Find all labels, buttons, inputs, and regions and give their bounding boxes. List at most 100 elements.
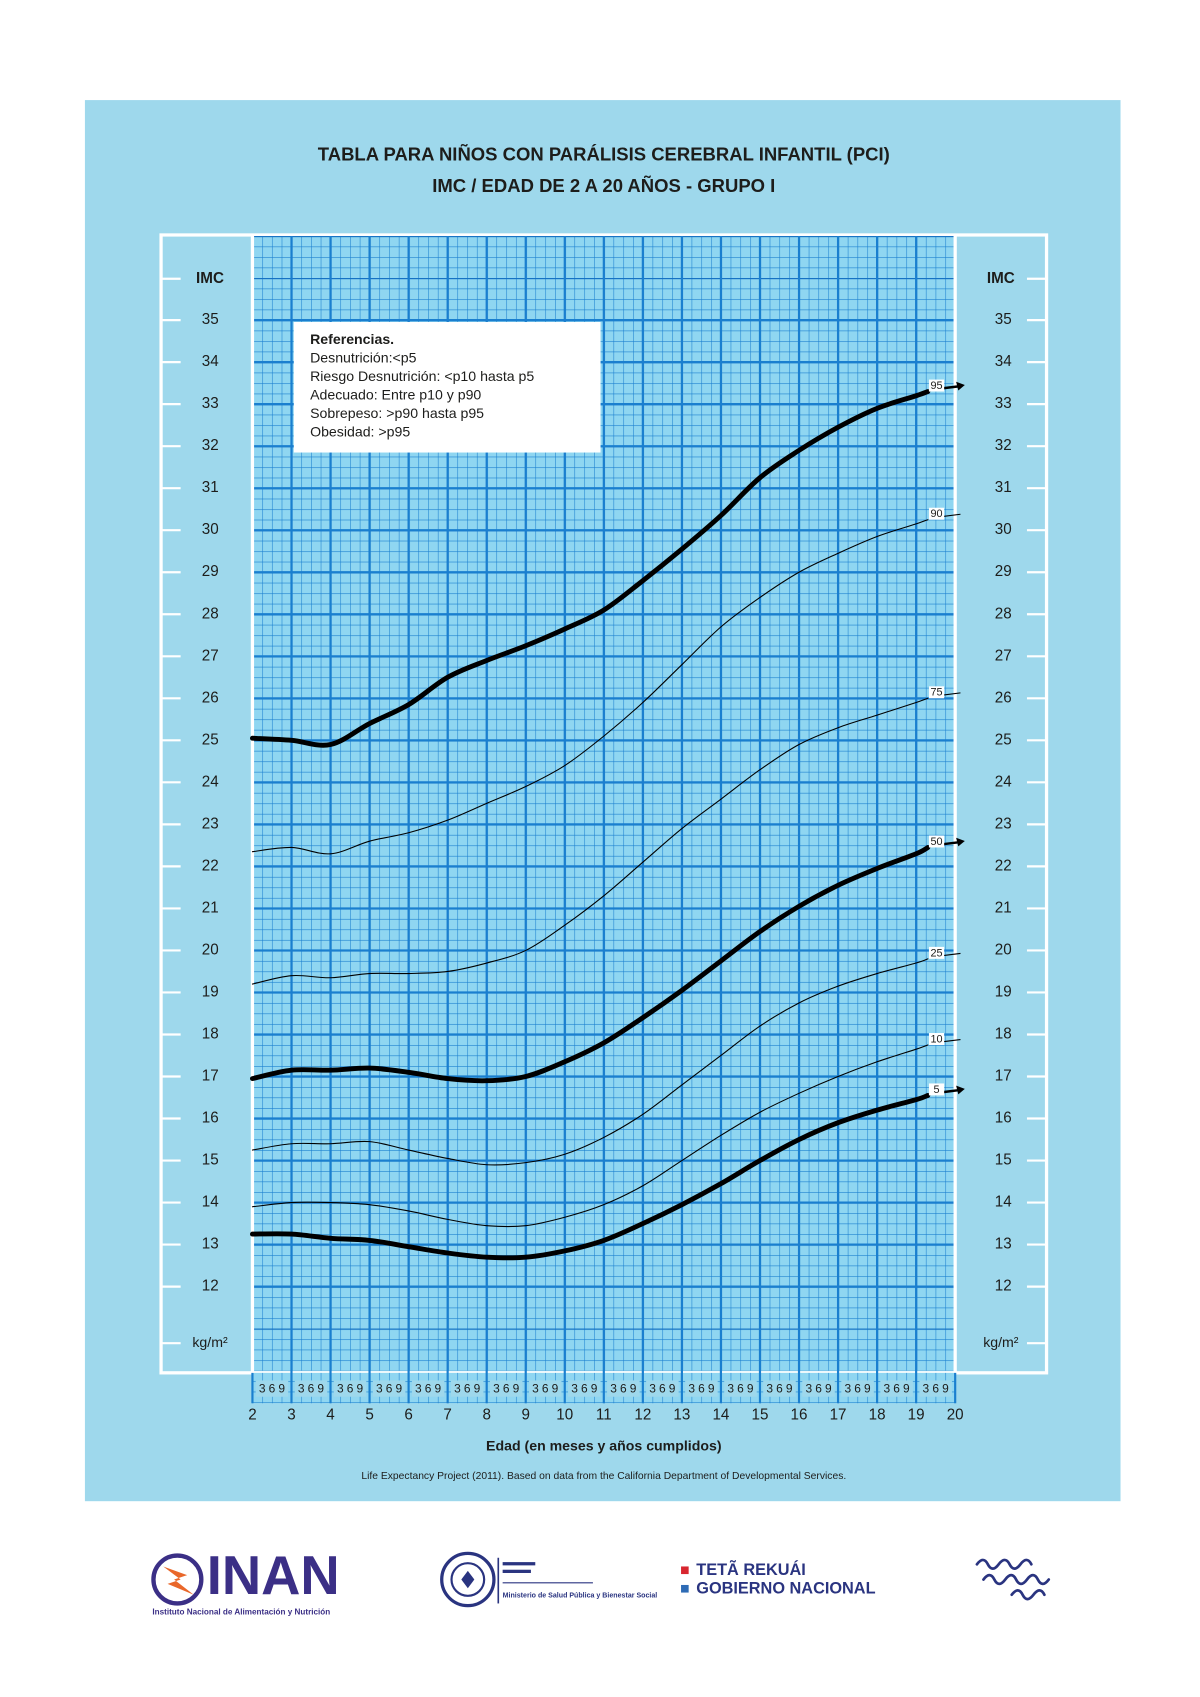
x-axis-label: Edad (en meses y años cumplidos)	[486, 1438, 721, 1454]
month-tick-label: 3	[610, 1381, 617, 1395]
curve-arrow	[956, 1085, 965, 1095]
reference-line: Adecuado: Entre p10 y p90	[310, 387, 481, 403]
month-label-bg	[724, 1380, 757, 1397]
script-stroke	[975, 1558, 1033, 1570]
month-tick-label: 9	[786, 1381, 793, 1395]
x-tick-label: 19	[908, 1406, 925, 1423]
month-tick-label: 3	[649, 1381, 656, 1395]
month-tick-label: 6	[308, 1381, 315, 1395]
month-label-bg	[880, 1380, 913, 1397]
month-label-bg	[646, 1380, 679, 1397]
y-tick-label: 24	[995, 773, 1012, 790]
month-tick-label: 9	[630, 1381, 637, 1395]
seal-inner	[450, 1562, 486, 1597]
y-tick-label: 26	[995, 689, 1012, 706]
month-tick-label: 9	[747, 1381, 754, 1395]
curve-label: 75	[931, 687, 943, 699]
percentile-curve	[251, 958, 929, 1166]
month-tick-label: 6	[503, 1381, 510, 1395]
month-tick-label: 9	[278, 1381, 285, 1395]
curve-label-bg	[928, 686, 945, 699]
curve-arrow	[956, 381, 965, 391]
percentile-curve	[249, 1092, 931, 1261]
month-tick-label: 9	[942, 1381, 949, 1395]
ministry-logo: Ministerio de Salud Pública y Bienestar …	[440, 1551, 658, 1608]
script-stroke	[982, 1573, 1051, 1586]
month-label-bg	[255, 1380, 289, 1397]
script-stroke	[1010, 1589, 1046, 1601]
month-tick-label: 9	[552, 1381, 559, 1395]
month-tick-label: 3	[415, 1381, 422, 1395]
month-tick-label: 9	[669, 1381, 676, 1395]
references-title: Referencias.	[310, 331, 394, 347]
month-tick-label: 3	[688, 1381, 695, 1395]
y-tick-label: 20	[202, 941, 219, 958]
month-tick-label: 9	[591, 1381, 598, 1395]
red-square	[681, 1566, 689, 1575]
percentile-curve	[251, 1044, 929, 1228]
month-label-bg	[607, 1380, 640, 1397]
curve-label: 95	[931, 380, 943, 392]
month-label-bg	[763, 1380, 796, 1397]
month-tick-label: 9	[317, 1381, 324, 1395]
chart-subtitle: IMC / EDAD DE 2 A 20 AÑOS - GRUPO I	[432, 175, 775, 196]
percentile-curve	[249, 845, 931, 1084]
month-tick-label: 3	[259, 1381, 266, 1395]
y-tick-label: 15	[995, 1152, 1012, 1169]
x-tick-label: 14	[712, 1406, 729, 1423]
y-tick-label: 34	[202, 353, 219, 370]
y-axis-unit: kg/m²	[192, 1334, 228, 1350]
tiny-text	[502, 1569, 531, 1573]
x-tick-label: 6	[404, 1406, 412, 1423]
month-tick-label: 6	[542, 1381, 549, 1395]
references-box	[293, 321, 601, 453]
y-tick-label: 13	[202, 1236, 219, 1253]
y-tick-label: 27	[202, 647, 219, 664]
y-tick-label: 17	[202, 1068, 219, 1085]
y-tick-label: 22	[202, 857, 219, 874]
x-tick-label: 17	[830, 1406, 847, 1423]
x-tick-label: 5	[365, 1406, 373, 1423]
y-tick-label: 32	[995, 437, 1012, 454]
month-label-bg	[450, 1380, 484, 1397]
month-tick-label: 3	[766, 1381, 773, 1395]
curve-label: 50	[931, 836, 943, 848]
curve-label: 10	[931, 1033, 943, 1045]
chart-title: TABLA PARA NIÑOS CON PARÁLISIS CEREBRAL …	[318, 143, 890, 164]
y-tick-label: 31	[202, 479, 219, 496]
tiny-text	[502, 1562, 536, 1566]
government-logo: TETÃ REKUÁI GOBIERNO NACIONAL	[681, 1559, 876, 1598]
y-tick-label: 29	[202, 563, 219, 580]
y-tick-label: 30	[202, 521, 219, 538]
x-tick-label: 2	[248, 1406, 256, 1423]
x-tick-label: 9	[521, 1406, 529, 1423]
month-label-bg	[568, 1380, 601, 1397]
inan-logo: INAN Instituto Nacional de Alimentación …	[151, 1545, 340, 1616]
y-tick-label: 26	[202, 689, 219, 706]
month-tick-label: 9	[396, 1381, 403, 1395]
ministry-name: Ministerio de Salud Pública y Bienestar …	[503, 1593, 658, 1600]
month-label-bg	[919, 1380, 952, 1397]
month-tick-label: 3	[727, 1381, 734, 1395]
month-label-bg	[685, 1380, 718, 1397]
y-tick-label: 18	[202, 1025, 219, 1042]
y-axis-label: IMC	[987, 270, 1015, 287]
month-tick-label: 6	[386, 1381, 393, 1395]
y-tick-label: 12	[202, 1278, 219, 1295]
curve-label-bg	[928, 835, 945, 848]
month-tick-label: 3	[337, 1381, 344, 1395]
gov-line: GOBIERNO NACIONAL	[696, 1580, 875, 1598]
curve-label: 90	[931, 508, 943, 520]
y-tick-label: 23	[995, 815, 1012, 832]
gov-line: TETÃ REKUÁI	[696, 1559, 806, 1579]
y-tick-label: 24	[202, 773, 219, 790]
month-label-bg	[802, 1380, 835, 1397]
curve-label-bg	[928, 946, 945, 959]
month-tick-label: 3	[532, 1381, 539, 1395]
month-tick-label: 6	[776, 1381, 783, 1395]
y-tick-label: 22	[995, 857, 1012, 874]
x-tick-label: 13	[673, 1406, 690, 1423]
y-tick-label: 28	[202, 605, 219, 622]
